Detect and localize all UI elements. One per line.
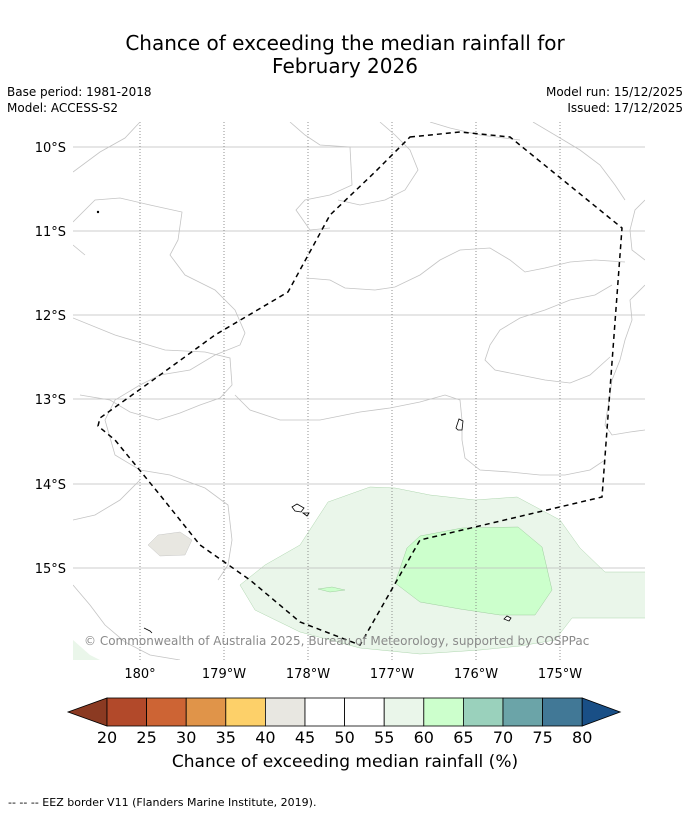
colorbar-segment bbox=[423, 697, 464, 727]
colorbar-tick-label: 35 bbox=[216, 728, 236, 747]
colorbar-segment bbox=[542, 697, 583, 727]
colorbar-tick-label: 20 bbox=[97, 728, 117, 747]
lat-tick-label: 15°S bbox=[35, 562, 66, 577]
chart-title-line1: Chance of exceeding the median rainfall … bbox=[125, 31, 565, 55]
lon-tick-label: 179°W bbox=[202, 667, 246, 682]
island-5 bbox=[143, 627, 153, 634]
lon-axis: 180° 179°W 178°W 177°W 176°W 175°W bbox=[124, 667, 582, 682]
shaded-area-60-65 bbox=[394, 526, 553, 616]
lon-tick-label: 178°W bbox=[286, 667, 330, 682]
base-period: Base period: 1981-2018 bbox=[7, 85, 152, 99]
colorbar-tick-label: 50 bbox=[334, 728, 354, 747]
map-area bbox=[73, 122, 645, 660]
colorbar-segment bbox=[304, 697, 345, 727]
colorbar-extend-high bbox=[581, 697, 622, 727]
lat-tick-label: 13°S bbox=[35, 393, 66, 408]
rainfall-map: © Commonwealth of Australia 2025, Bureau… bbox=[35, 122, 645, 747]
shaded-area-lowerleft bbox=[73, 640, 100, 660]
lon-tick-label: 180° bbox=[124, 667, 155, 682]
colorbar-segment bbox=[462, 697, 504, 727]
island-3 bbox=[301, 512, 310, 517]
lon-tick-label: 176°W bbox=[454, 667, 498, 682]
model-name: Model: ACCESS-S2 bbox=[7, 101, 119, 115]
colorbar-tick-label: 30 bbox=[176, 728, 196, 747]
colorbar-tick-label: 80 bbox=[572, 728, 592, 747]
colorbar-segment bbox=[225, 697, 266, 727]
island-4 bbox=[503, 615, 512, 622]
model-run: Model run: 15/12/2025 bbox=[545, 85, 683, 99]
lat-axis: 10°S 11°S 12°S 13°S 14°S 15°S bbox=[35, 141, 66, 577]
lat-tick-label: 11°S bbox=[35, 225, 66, 240]
chart-title-line2: February 2026 bbox=[272, 54, 418, 78]
colorbar-tick-label: 55 bbox=[374, 728, 394, 747]
lat-tick-label: 14°S bbox=[35, 478, 66, 493]
island-outlines bbox=[96, 210, 512, 634]
shaded-area-gray bbox=[147, 531, 193, 557]
colorbar: 20 25 30 35 40 45 50 55 60 65 70 75 80 bbox=[66, 697, 622, 747]
colorbar-label: Chance of exceeding median rainfall (%) bbox=[171, 752, 519, 772]
lon-tick-label: 177°W bbox=[370, 667, 414, 682]
colorbar-tick-label: 40 bbox=[255, 728, 275, 747]
lon-tick-label: 175°W bbox=[538, 667, 582, 682]
colorbar-tick-label: 45 bbox=[295, 728, 315, 747]
colorbar-tick-label: 60 bbox=[414, 728, 434, 747]
lat-tick-label: 10°S bbox=[35, 141, 66, 156]
eez-border bbox=[97, 131, 623, 646]
colorbar-extend-low bbox=[66, 697, 108, 727]
issued-date: Issued: 17/12/2025 bbox=[567, 101, 683, 115]
colorbar-tick-label: 75 bbox=[532, 728, 552, 747]
shaded-area-small bbox=[317, 586, 346, 593]
colorbar-segment bbox=[383, 697, 425, 727]
island-2 bbox=[291, 503, 305, 513]
colorbar-segment bbox=[502, 697, 543, 727]
colorbar-tick-label: 65 bbox=[453, 728, 473, 747]
island-6 bbox=[96, 210, 100, 214]
lat-tick-label: 12°S bbox=[35, 309, 66, 324]
colorbar-tick-label: 70 bbox=[493, 728, 513, 747]
copyright-notice: © Commonwealth of Australia 2025, Bureau… bbox=[84, 634, 589, 648]
island-1 bbox=[455, 418, 464, 431]
colorbar-segment bbox=[264, 697, 306, 727]
colorbar-segment bbox=[106, 697, 147, 727]
colorbar-segment bbox=[344, 697, 385, 727]
colorbar-segment bbox=[146, 697, 187, 727]
contour-lines bbox=[73, 122, 645, 660]
latitude-gridlines bbox=[73, 146, 645, 569]
colorbar-tick-label: 25 bbox=[136, 728, 156, 747]
eez-footer-note: -- -- -- EEZ border V11 (Flanders Marine… bbox=[8, 796, 317, 809]
colorbar-segment bbox=[185, 697, 227, 727]
